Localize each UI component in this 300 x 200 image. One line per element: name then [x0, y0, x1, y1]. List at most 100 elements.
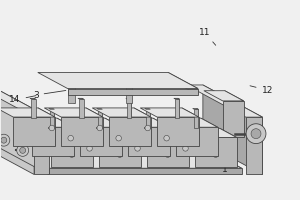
Polygon shape [221, 133, 230, 148]
Polygon shape [63, 118, 122, 127]
Polygon shape [178, 98, 179, 118]
Polygon shape [157, 117, 199, 146]
Polygon shape [44, 108, 103, 117]
Polygon shape [176, 127, 218, 156]
Circle shape [164, 135, 169, 141]
Circle shape [165, 152, 170, 157]
Text: 14: 14 [9, 95, 36, 104]
Polygon shape [147, 137, 189, 167]
Polygon shape [80, 127, 122, 156]
Polygon shape [68, 89, 198, 95]
Polygon shape [78, 98, 83, 99]
Polygon shape [124, 86, 132, 87]
Polygon shape [101, 108, 102, 128]
Polygon shape [126, 87, 132, 103]
Polygon shape [175, 99, 179, 118]
Polygon shape [32, 99, 36, 118]
Polygon shape [128, 127, 170, 156]
Circle shape [183, 146, 188, 151]
Polygon shape [168, 72, 198, 95]
Polygon shape [197, 108, 198, 128]
Polygon shape [34, 117, 49, 174]
Text: 13: 13 [207, 141, 235, 156]
Polygon shape [68, 87, 75, 103]
Polygon shape [97, 108, 102, 109]
Polygon shape [0, 85, 34, 174]
Polygon shape [182, 136, 242, 174]
Polygon shape [34, 128, 93, 137]
Polygon shape [140, 108, 199, 117]
Circle shape [246, 124, 266, 144]
Circle shape [49, 125, 55, 131]
Polygon shape [38, 72, 198, 89]
Polygon shape [32, 127, 74, 156]
Polygon shape [182, 108, 199, 146]
Polygon shape [225, 91, 244, 137]
Circle shape [68, 135, 74, 141]
Polygon shape [146, 109, 150, 128]
Circle shape [87, 146, 92, 151]
Polygon shape [61, 117, 103, 146]
Circle shape [213, 152, 218, 157]
Polygon shape [79, 99, 83, 118]
Polygon shape [105, 118, 122, 156]
Polygon shape [73, 86, 75, 103]
Polygon shape [38, 108, 55, 146]
Polygon shape [223, 101, 244, 137]
Polygon shape [159, 118, 218, 127]
Polygon shape [124, 128, 141, 167]
Polygon shape [199, 133, 230, 137]
Polygon shape [30, 98, 36, 99]
Circle shape [116, 135, 122, 141]
Circle shape [251, 129, 261, 139]
Polygon shape [207, 137, 230, 148]
Polygon shape [186, 85, 262, 117]
Circle shape [145, 125, 151, 131]
Polygon shape [174, 98, 179, 99]
Polygon shape [76, 128, 93, 167]
Polygon shape [99, 137, 141, 167]
Polygon shape [66, 86, 75, 87]
Polygon shape [34, 98, 36, 118]
Polygon shape [194, 109, 198, 128]
Text: 11: 11 [199, 28, 216, 45]
Circle shape [135, 146, 140, 151]
Circle shape [117, 152, 122, 157]
Text: 3: 3 [33, 90, 66, 100]
Polygon shape [201, 118, 218, 156]
Polygon shape [53, 108, 54, 128]
Polygon shape [0, 136, 242, 168]
Circle shape [20, 147, 26, 153]
Polygon shape [98, 109, 102, 128]
Polygon shape [193, 108, 198, 109]
Text: 2: 2 [40, 116, 88, 142]
Polygon shape [145, 108, 150, 109]
Circle shape [17, 144, 28, 156]
Polygon shape [92, 108, 151, 117]
Polygon shape [0, 108, 55, 117]
Circle shape [69, 152, 74, 157]
Polygon shape [178, 128, 236, 137]
Polygon shape [203, 85, 262, 174]
Text: 1: 1 [197, 159, 227, 174]
Polygon shape [111, 118, 170, 127]
Polygon shape [130, 86, 132, 103]
Circle shape [97, 125, 103, 131]
Polygon shape [0, 85, 49, 174]
Polygon shape [204, 91, 244, 101]
Polygon shape [86, 108, 103, 146]
Polygon shape [127, 99, 131, 118]
Polygon shape [195, 137, 236, 167]
Polygon shape [0, 85, 49, 117]
Polygon shape [134, 108, 151, 146]
Polygon shape [50, 109, 54, 128]
Text: 12: 12 [250, 86, 273, 95]
Polygon shape [13, 117, 55, 146]
Polygon shape [130, 98, 131, 118]
Polygon shape [172, 128, 189, 167]
Polygon shape [51, 137, 93, 167]
Polygon shape [109, 117, 151, 146]
Polygon shape [49, 168, 242, 174]
Polygon shape [126, 98, 131, 99]
Polygon shape [246, 117, 262, 174]
